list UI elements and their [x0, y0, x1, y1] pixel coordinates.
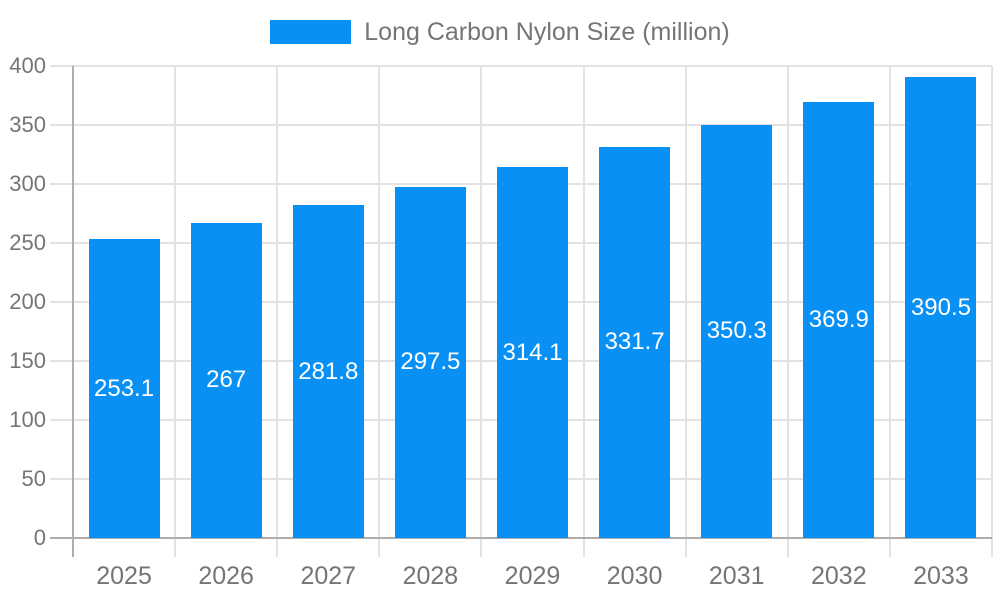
bar-value-label: 281.8: [298, 357, 359, 385]
x-tick-label: 2028: [402, 562, 459, 590]
v-gridline: [991, 66, 993, 557]
bar-2032[interactable]: [803, 101, 875, 538]
bar-value-label: 267: [206, 366, 247, 394]
x-tick-label: 2026: [198, 562, 254, 590]
bar-value-label: 350.3: [706, 317, 767, 345]
x-tick-label: 2031: [708, 562, 765, 590]
y-tick-label: 50: [21, 466, 46, 491]
x-tick-label: 2025: [96, 562, 152, 590]
y-tick-label: 150: [9, 348, 46, 373]
legend-label: Long Carbon Nylon Size (million): [364, 18, 730, 46]
v-gridline: [480, 66, 483, 557]
bar-value-label: 331.7: [604, 328, 665, 356]
y-tick-label: 400: [9, 53, 46, 78]
y-tick-label: 350: [9, 112, 46, 137]
legend-swatch: [270, 20, 352, 44]
y-tick-label: 200: [9, 289, 46, 314]
bar-2028[interactable]: [394, 186, 466, 538]
v-gridline: [786, 66, 789, 557]
bar-value-label: 297.5: [400, 348, 461, 376]
bar-2025[interactable]: [88, 239, 160, 538]
bar-value-label: 314.1: [502, 338, 563, 366]
h-gridline: [50, 65, 992, 67]
y-tick-label: 300: [9, 171, 46, 196]
y-axis-line: [72, 66, 74, 557]
v-gridline: [582, 66, 585, 557]
x-tick-label: 2033: [913, 562, 969, 590]
bar-2031[interactable]: [701, 124, 773, 538]
y-tick-label: 0: [33, 525, 46, 550]
y-tick-label: 250: [9, 230, 46, 255]
x-tick-label: 2029: [504, 562, 561, 590]
x-axis-line: [50, 537, 992, 539]
v-gridline: [174, 66, 177, 557]
bar-value-label: 253.1: [94, 374, 155, 402]
x-tick-label: 2032: [811, 562, 867, 590]
bar-value-label: 369.9: [808, 305, 869, 333]
bar-2026[interactable]: [190, 222, 262, 538]
bar-2030[interactable]: [599, 146, 671, 538]
h-gridline: [50, 124, 992, 126]
v-gridline: [378, 66, 381, 557]
legend[interactable]: Long Carbon Nylon Size (million): [0, 17, 1000, 47]
x-tick-label: 2030: [606, 562, 663, 590]
v-gridline: [888, 66, 891, 557]
x-tick-label: 2027: [300, 562, 357, 590]
bar-value-label: 390.5: [910, 293, 971, 321]
y-tick-label: 100: [9, 407, 46, 432]
bar-2033[interactable]: [905, 77, 977, 538]
v-gridline: [684, 66, 687, 557]
bar-2029[interactable]: [497, 167, 568, 538]
bar-2027[interactable]: [292, 205, 364, 538]
v-gridline: [276, 66, 279, 557]
